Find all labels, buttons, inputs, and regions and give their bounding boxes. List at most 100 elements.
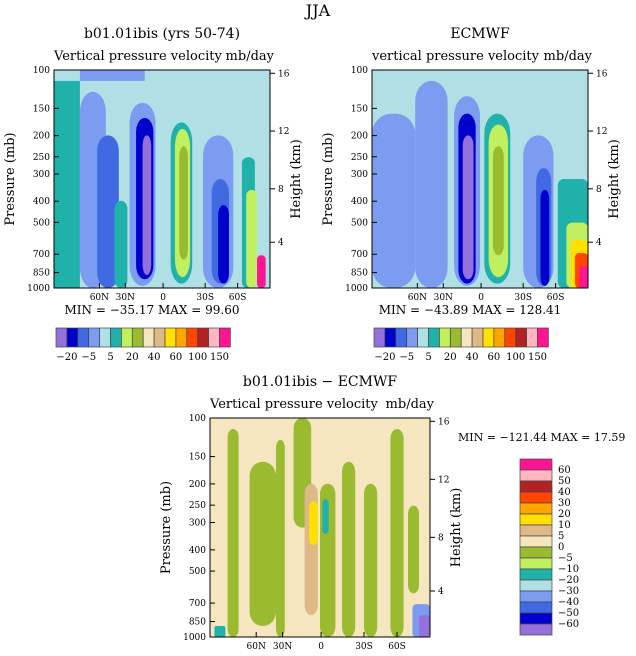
y-right-tick-label: 16 bbox=[278, 69, 290, 79]
contour-region bbox=[372, 113, 416, 288]
contour-region bbox=[249, 461, 276, 627]
contour-region bbox=[276, 439, 285, 637]
colorbar-label: −5 bbox=[399, 352, 414, 363]
panel-model: b01.01ibis (yrs 50-74) Vertical pressure … bbox=[3, 26, 304, 363]
y-tick-label: 400 bbox=[189, 546, 206, 556]
panel-subtitle-left: Vertical pressure velocity bbox=[53, 49, 222, 64]
y-tick-label: 400 bbox=[33, 197, 50, 207]
colorbar-label: −40 bbox=[558, 597, 579, 608]
colorbar-label: 100 bbox=[506, 352, 525, 363]
colorbar-label: 60 bbox=[170, 352, 183, 363]
x-tick-label: 30S bbox=[355, 642, 373, 652]
x-tick-label: 30S bbox=[514, 293, 532, 303]
y-right-tick-label: 12 bbox=[438, 475, 449, 485]
y-tick-label: 700 bbox=[189, 599, 206, 609]
colorbar-box bbox=[88, 327, 100, 348]
y-tick-label: 700 bbox=[33, 250, 50, 260]
colorbar-label: 20 bbox=[126, 352, 139, 363]
colorbar-label: −20 bbox=[374, 352, 395, 363]
colorbar-box bbox=[99, 327, 111, 348]
contour-region bbox=[142, 135, 152, 275]
y-tick-label: 200 bbox=[189, 480, 206, 490]
colorbar-label: 60 bbox=[558, 465, 571, 476]
x-tick-label: 30N bbox=[273, 642, 292, 652]
y-tick-label: 100 bbox=[33, 66, 50, 76]
y-right-tick-label: 4 bbox=[438, 587, 444, 597]
colorbar-box bbox=[537, 327, 549, 348]
colorbar-box bbox=[519, 612, 553, 625]
y-axis-label: Pressure (mb) bbox=[3, 132, 18, 225]
y-right-tick-label: 4 bbox=[596, 238, 602, 248]
y-tick-label: 150 bbox=[351, 104, 368, 114]
contour-region bbox=[408, 505, 419, 594]
colorbar-label: −20 bbox=[56, 352, 77, 363]
colorbar-label: 5 bbox=[558, 531, 564, 542]
colorbar-box bbox=[55, 327, 68, 348]
x-tick-label: 60N bbox=[90, 293, 109, 303]
x-tick-label: 30N bbox=[116, 293, 135, 303]
y-right-tick-label: 12 bbox=[596, 127, 607, 137]
y-tick-label: 500 bbox=[189, 567, 206, 577]
y-tick-label: 250 bbox=[33, 153, 50, 163]
contour-region bbox=[227, 428, 239, 637]
colorbar-label: 30 bbox=[558, 498, 571, 509]
contour-region bbox=[462, 135, 474, 280]
colorbar-label: 20 bbox=[558, 509, 571, 520]
plot-frame bbox=[209, 417, 431, 638]
colorbar-box bbox=[406, 327, 418, 348]
colorbar-label: −5 bbox=[558, 553, 573, 564]
colorbar-label: −20 bbox=[558, 575, 579, 586]
y-tick-label: 100 bbox=[351, 66, 368, 76]
x-tick-label: 60N bbox=[408, 293, 427, 303]
y-tick-label: 1000 bbox=[27, 284, 50, 294]
y-right-tick-label: 16 bbox=[596, 69, 608, 79]
panel-diff: b01.01ibis − ECMWF Vertical pressure velo… bbox=[159, 374, 625, 652]
colorbar-label: −50 bbox=[558, 608, 579, 619]
y-tick-label: 300 bbox=[33, 170, 50, 180]
colorbar-box bbox=[460, 327, 473, 348]
panel-subtitle-left: vertical pressure velocity bbox=[371, 49, 540, 64]
y-tick-label: 100 bbox=[189, 414, 206, 424]
x-tick-label: 60S bbox=[388, 642, 406, 652]
y-tick-label: 500 bbox=[351, 218, 368, 228]
colorbar-label: 20 bbox=[444, 352, 457, 363]
colorbar-box bbox=[504, 327, 517, 348]
colorbar-label: 40 bbox=[558, 487, 571, 498]
y-right-axis-label: Height (km) bbox=[607, 139, 622, 219]
colorbar-box bbox=[373, 327, 386, 348]
colorbar-label: 10 bbox=[558, 520, 571, 531]
colorbar-label: 100 bbox=[188, 352, 207, 363]
colorbar-box bbox=[519, 623, 553, 636]
x-tick-label: 0 bbox=[478, 293, 484, 303]
y-right-tick-label: 8 bbox=[278, 185, 284, 195]
panel-subtitle-right: mb/day bbox=[386, 397, 435, 412]
colorbar-box bbox=[428, 327, 440, 348]
colorbar-box bbox=[493, 327, 506, 348]
contour-region bbox=[540, 189, 550, 286]
contour-region bbox=[579, 266, 588, 288]
colorbar-box bbox=[175, 327, 188, 348]
contour-region bbox=[246, 189, 258, 288]
y-tick-label: 1000 bbox=[345, 284, 368, 294]
x-tick-label: 60S bbox=[229, 293, 247, 303]
y-tick-label: 850 bbox=[189, 618, 206, 628]
contour-region bbox=[97, 135, 119, 288]
colorbar-box bbox=[515, 327, 527, 348]
colorbar-box bbox=[164, 327, 177, 348]
y-tick-label: 150 bbox=[189, 453, 206, 463]
y-tick-label: 300 bbox=[189, 518, 206, 528]
colorbar-label: −10 bbox=[558, 564, 579, 575]
colorbar-box bbox=[142, 327, 155, 348]
y-tick-label: 150 bbox=[33, 104, 50, 114]
colorbar-box bbox=[395, 327, 408, 348]
contour-region bbox=[419, 615, 430, 637]
y-tick-label: 200 bbox=[33, 132, 50, 142]
min-max-stats: MIN = −35.17 MAX = 99.60 bbox=[65, 303, 240, 317]
panel-title: ECMWF bbox=[450, 26, 510, 42]
colorbar-box bbox=[519, 546, 553, 559]
contour-region bbox=[342, 461, 356, 637]
y-tick-label: 850 bbox=[33, 269, 50, 279]
colorbar-box bbox=[519, 469, 553, 482]
colorbar-box bbox=[449, 327, 462, 348]
